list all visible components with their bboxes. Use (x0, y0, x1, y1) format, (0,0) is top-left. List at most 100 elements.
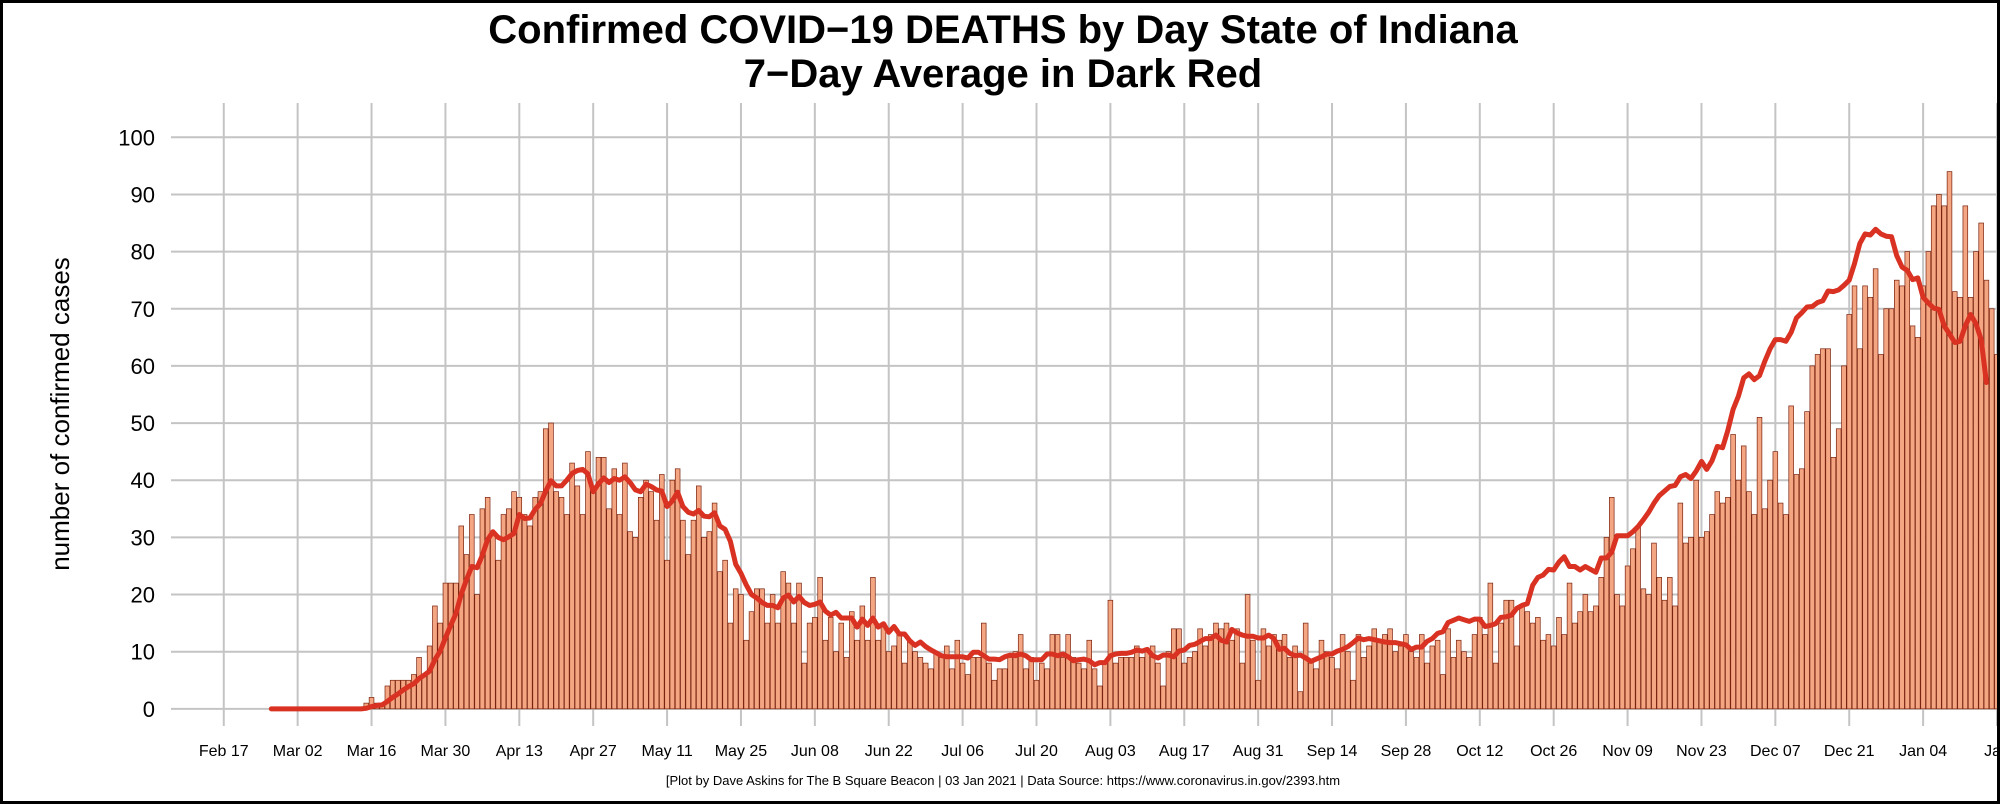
bar (1751, 514, 1757, 710)
x-tick-label: Jan 04 (1899, 743, 1947, 760)
bar (637, 497, 644, 710)
x-tick-label: Mar 02 (273, 743, 323, 760)
bar (1524, 611, 1531, 710)
x-tick-label: Nov 23 (1676, 743, 1727, 760)
bar (469, 514, 475, 710)
bar (447, 582, 454, 710)
bar (553, 491, 559, 710)
bar (806, 622, 813, 710)
bar (991, 679, 998, 710)
bar (1260, 628, 1267, 710)
bar (532, 497, 538, 710)
bar (1915, 336, 1921, 710)
y-tick-label: 10 (131, 640, 155, 665)
bar (622, 462, 628, 710)
seven-day-average (268, 226, 1989, 712)
bar (1360, 657, 1367, 710)
bar (1994, 354, 1997, 710)
bar (701, 537, 707, 710)
bar (1709, 514, 1715, 710)
bar (975, 657, 982, 710)
bar (812, 617, 818, 710)
bar (648, 491, 654, 710)
bar (886, 651, 892, 710)
bar (1704, 531, 1710, 710)
bar (1339, 634, 1346, 710)
bar (1223, 622, 1230, 710)
bar (732, 588, 739, 710)
bar (1413, 657, 1420, 710)
bar (1888, 308, 1895, 710)
bar (785, 582, 792, 710)
bar (922, 662, 929, 710)
bar (1192, 651, 1198, 710)
y-tick-label: 80 (131, 240, 155, 265)
bar (1814, 354, 1821, 710)
bar (1218, 628, 1224, 710)
x-tick-label: Jun 22 (865, 743, 913, 760)
bar (1434, 639, 1441, 710)
bar (1292, 645, 1298, 710)
x-tick-label: Oct 26 (1530, 743, 1577, 760)
bar (1213, 622, 1219, 710)
bar (996, 668, 1003, 710)
x-tick-label: May 25 (715, 743, 768, 760)
bar (664, 559, 670, 710)
bar (1176, 628, 1182, 710)
bar (579, 514, 586, 710)
bar (933, 651, 939, 710)
bar (1477, 617, 1483, 710)
bar (521, 514, 528, 710)
bar (506, 508, 512, 710)
y-tick-label: 40 (131, 468, 155, 493)
bar (717, 571, 723, 710)
bar (1809, 365, 1816, 710)
bar (1202, 645, 1209, 710)
bar (754, 588, 760, 710)
bar (1767, 479, 1773, 710)
bar (1904, 251, 1911, 710)
bar (1054, 634, 1061, 710)
bar (516, 497, 523, 710)
bar (1271, 634, 1277, 710)
bar (1566, 582, 1573, 710)
bar (1392, 651, 1399, 710)
bar (1777, 502, 1784, 710)
bar (1783, 514, 1789, 710)
bar (1492, 662, 1499, 710)
bar (585, 451, 591, 710)
bar (1097, 685, 1103, 710)
bar (1719, 502, 1726, 710)
bar (780, 571, 786, 710)
x-tick-label: Feb 17 (199, 743, 249, 760)
bar (1075, 662, 1082, 710)
bar (1872, 268, 1879, 710)
bar (1672, 605, 1678, 710)
bar (659, 474, 665, 710)
bar (1186, 657, 1193, 710)
bar (1851, 285, 1858, 710)
bar (1170, 628, 1177, 710)
bar (1978, 222, 1984, 710)
bar (1039, 662, 1045, 710)
bar (880, 622, 887, 710)
bar (959, 662, 966, 710)
x-tick-label: Apr 27 (570, 743, 617, 760)
bar (558, 497, 565, 710)
x-tick-label: Aug 03 (1085, 743, 1136, 760)
y-axis-label: number of confirmed cases (45, 257, 75, 571)
bar (537, 491, 544, 710)
bar (738, 594, 744, 710)
bar (1635, 525, 1641, 710)
bar (1471, 634, 1478, 710)
bar (1740, 445, 1747, 710)
bar (1091, 668, 1098, 710)
bar (1086, 639, 1093, 710)
x-tick-label: Jul 20 (1015, 743, 1058, 760)
bar (1287, 657, 1293, 710)
bar (859, 605, 866, 710)
bar (1345, 651, 1351, 710)
bar (1688, 537, 1694, 710)
bar (690, 519, 697, 710)
